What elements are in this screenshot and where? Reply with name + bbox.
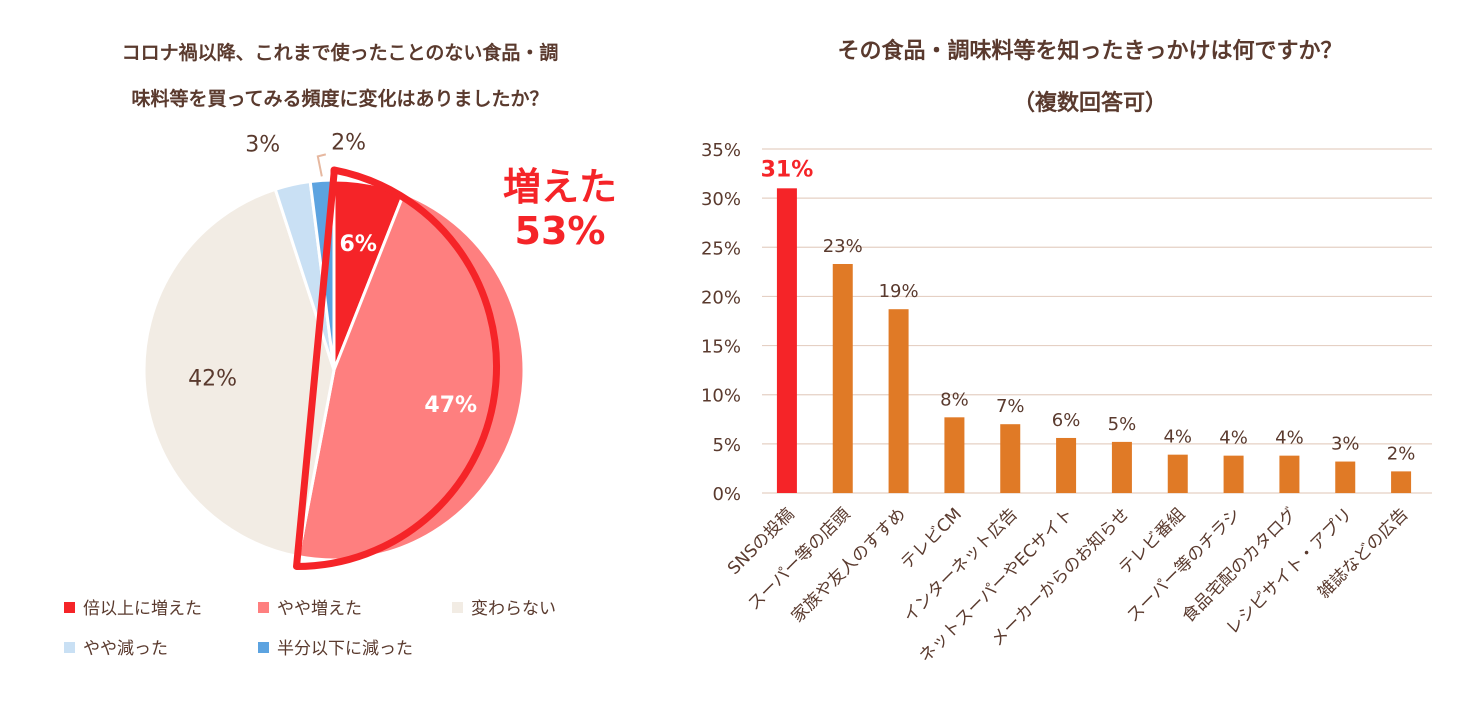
pie-legend-item-2: 変わらない	[452, 594, 556, 619]
bar-ytick-label-7: 35%	[701, 140, 741, 161]
increase-callout-value: 53%	[515, 209, 606, 253]
bar-0	[776, 188, 797, 494]
pie-legend-swatch-3	[64, 641, 75, 653]
pie-legend-item-4: 半分以下に減った	[258, 634, 413, 659]
bar-5	[1056, 437, 1077, 493]
bar-8	[1223, 455, 1244, 493]
bar-value-label-1: 23%	[823, 236, 863, 257]
increase-highlight-outline	[293, 166, 501, 570]
bar-10	[1335, 461, 1356, 493]
bar-value-label-11: 2%	[1387, 443, 1416, 464]
bar-ytick-label-2: 10%	[701, 386, 741, 407]
bar-3	[944, 417, 965, 493]
bar-ytick-label-0: 0%	[712, 484, 741, 505]
pie-legend-item-1: やや増えた	[258, 594, 362, 619]
pie-legend-label-4: 半分以下に減った	[277, 639, 413, 659]
pie-legend-label-3: やや減った	[83, 639, 168, 659]
bar-value-label-5: 6%	[1052, 410, 1081, 431]
bar-chart-title: その食品・調味料等を知ったきっかけは何ですか？ （複数回答可）	[730, 26, 1450, 130]
pie-chart-title: コロナ禍以降、これまで使ったことのない食品・調 味料等を買ってみる頻度に変化はあ…	[40, 30, 640, 122]
pie-leader-line	[316, 153, 327, 177]
pie-legend-label-0: 倍以上に増えた	[83, 599, 202, 619]
bar-value-label-7: 4%	[1163, 427, 1192, 448]
pie-legend-swatch-4	[258, 641, 269, 653]
pie-legend-swatch-1	[258, 601, 269, 613]
pie-slice-label-0: 6%	[340, 232, 377, 257]
bar-category-label-1: スーパー等の店頭	[744, 504, 854, 614]
increase-callout-label: 増えた	[503, 165, 617, 209]
pie-legend-label-2: 変わらない	[471, 599, 556, 619]
bar-value-label-0: 31%	[761, 157, 814, 182]
bar-7	[1167, 454, 1188, 493]
pie-slice-label-2: 42%	[188, 367, 237, 392]
bar-4	[1000, 424, 1021, 493]
pie-legend-item-0: 倍以上に増えた	[64, 594, 202, 619]
bar-ytick-label-4: 20%	[701, 287, 741, 308]
pie-legend-swatch-0	[64, 601, 75, 613]
bar-2	[888, 309, 909, 493]
pie-legend-label-1: やや増えた	[277, 599, 362, 619]
bar-6	[1111, 441, 1132, 493]
bar-value-label-6: 5%	[1108, 414, 1137, 435]
pie-title-line-1: コロナ禍以降、これまで使ったことのない食品・調	[121, 42, 559, 64]
bar-value-label-2: 19%	[879, 281, 919, 302]
pie-slice-2	[142, 187, 336, 559]
bar-value-label-3: 8%	[940, 389, 969, 410]
bar-title-line-1: その食品・調味料等を知ったきっかけは何ですか？	[837, 39, 1343, 64]
bar-ytick-label-1: 5%	[712, 435, 741, 456]
pie-slice-label-1: 47%	[424, 393, 477, 418]
pie-slice-label-3: 3%	[245, 132, 280, 157]
bar-value-label-10: 3%	[1331, 434, 1360, 455]
pie-title-line-2: 味料等を買ってみる頻度に変化はありましたか？	[131, 88, 549, 110]
bar-ytick-label-3: 15%	[701, 337, 741, 358]
bar-ytick-label-6: 30%	[701, 189, 741, 210]
bar-9	[1279, 455, 1300, 493]
bar-ytick-label-5: 25%	[701, 238, 741, 259]
bar-value-label-8: 4%	[1219, 428, 1248, 449]
bar-1	[832, 263, 853, 493]
bar-title-line-2: （複数回答可）	[1012, 91, 1167, 116]
bar-value-label-4: 7%	[996, 396, 1025, 417]
bar-value-label-9: 4%	[1275, 428, 1304, 449]
pie-legend-item-3: やや減った	[64, 634, 168, 659]
bar-11	[1391, 471, 1412, 493]
pie-legend-swatch-2	[452, 601, 463, 613]
pie-slice-label-4: 2%	[331, 131, 366, 156]
